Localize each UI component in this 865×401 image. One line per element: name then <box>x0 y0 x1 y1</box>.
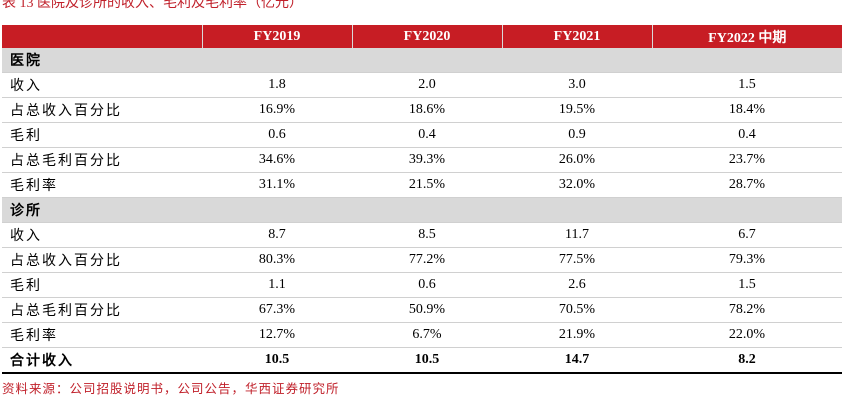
table-cell: 31.1% <box>202 172 352 198</box>
source-note: 资料来源：公司招股说明书，公司公告，华西证券研究所 <box>2 382 340 396</box>
table-cell: 19.5% <box>502 97 652 123</box>
table-caption: 表 13 医院及诊所的收入、毛利及毛利率（亿元） <box>2 0 303 11</box>
table-row: 占总毛利百分比 34.6% 39.3% 26.0% 23.7% <box>2 147 842 173</box>
row-label: 收入 <box>2 222 202 248</box>
total-cell: 8.2 <box>652 347 842 374</box>
table-cell: 2.6 <box>502 272 652 298</box>
table-cell: 23.7% <box>652 147 842 173</box>
total-cell: 14.7 <box>502 347 652 374</box>
table-row: 毛利 1.1 0.6 2.6 1.5 <box>2 272 842 298</box>
table-cell: 50.9% <box>352 297 502 323</box>
table-cell: 21.5% <box>352 172 502 198</box>
table-cell: 1.1 <box>202 272 352 298</box>
header-cell <box>2 25 202 48</box>
row-label: 毛利率 <box>2 322 202 348</box>
table-cell: 21.9% <box>502 322 652 348</box>
section-label: 诊所 <box>2 197 202 223</box>
row-label: 占总收入百分比 <box>2 247 202 273</box>
table-row: 毛利率 31.1% 21.5% 32.0% 28.7% <box>2 172 842 198</box>
table-cell: 6.7 <box>652 222 842 248</box>
table-cell: 0.9 <box>502 122 652 148</box>
total-label: 合计收入 <box>2 347 202 374</box>
table-cell: 0.6 <box>202 122 352 148</box>
table-row: 占总收入百分比 80.3% 77.2% 77.5% 79.3% <box>2 247 842 273</box>
table-cell: 1.5 <box>652 72 842 98</box>
table-row: 占总毛利百分比 67.3% 50.9% 70.5% 78.2% <box>2 297 842 323</box>
table-cell: 12.7% <box>202 322 352 348</box>
row-label: 收入 <box>2 72 202 98</box>
total-row: 合计收入 10.5 10.5 14.7 8.2 <box>2 347 842 374</box>
table-cell: 18.6% <box>352 97 502 123</box>
table-cell: 3.0 <box>502 72 652 98</box>
table-cell: 34.6% <box>202 147 352 173</box>
row-label: 毛利 <box>2 272 202 298</box>
header-cell: FY2022 中期 <box>651 25 842 48</box>
header-cell: FY2021 <box>501 25 652 48</box>
table-cell: 22.0% <box>652 322 842 348</box>
table-cell: 1.5 <box>652 272 842 298</box>
table-cell: 11.7 <box>502 222 652 248</box>
row-label: 占总毛利百分比 <box>2 147 202 173</box>
table-cell: 77.5% <box>502 247 652 273</box>
header-cell: FY2019 <box>201 25 352 48</box>
section-label: 医院 <box>2 48 202 73</box>
header-cell: FY2020 <box>351 25 502 48</box>
table-row: 收入 1.8 2.0 3.0 1.5 <box>2 72 842 98</box>
row-label: 占总收入百分比 <box>2 97 202 123</box>
financial-table: FY2019 FY2020 FY2021 FY2022 中期 医院 收入 1.8… <box>2 25 842 374</box>
table-cell: 78.2% <box>652 297 842 323</box>
table-cell: 0.4 <box>352 122 502 148</box>
total-cell: 10.5 <box>202 347 352 374</box>
table-row: 毛利 0.6 0.4 0.9 0.4 <box>2 122 842 148</box>
table-row: 毛利率 12.7% 6.7% 21.9% 22.0% <box>2 322 842 348</box>
table-cell: 6.7% <box>352 322 502 348</box>
table-cell: 1.8 <box>202 72 352 98</box>
table-cell: 32.0% <box>502 172 652 198</box>
section-row: 诊所 <box>2 197 842 223</box>
row-label: 毛利率 <box>2 172 202 198</box>
table-cell: 70.5% <box>502 297 652 323</box>
table-cell: 28.7% <box>652 172 842 198</box>
table-row: 占总收入百分比 16.9% 18.6% 19.5% 18.4% <box>2 97 842 123</box>
table-cell: 0.4 <box>652 122 842 148</box>
table-cell: 0.6 <box>352 272 502 298</box>
table-cell: 16.9% <box>202 97 352 123</box>
header-row: FY2019 FY2020 FY2021 FY2022 中期 <box>2 25 842 48</box>
table-cell: 8.7 <box>202 222 352 248</box>
table-cell: 18.4% <box>652 97 842 123</box>
table-cell: 67.3% <box>202 297 352 323</box>
table-cell: 79.3% <box>652 247 842 273</box>
table-cell: 80.3% <box>202 247 352 273</box>
table-row: 收入 8.7 8.5 11.7 6.7 <box>2 222 842 248</box>
row-label: 毛利 <box>2 122 202 148</box>
table-cell: 77.2% <box>352 247 502 273</box>
section-row: 医院 <box>2 48 842 73</box>
row-label: 占总毛利百分比 <box>2 297 202 323</box>
table-cell: 26.0% <box>502 147 652 173</box>
table-cell: 39.3% <box>352 147 502 173</box>
total-cell: 10.5 <box>352 347 502 374</box>
table-cell: 8.5 <box>352 222 502 248</box>
table-cell: 2.0 <box>352 72 502 98</box>
